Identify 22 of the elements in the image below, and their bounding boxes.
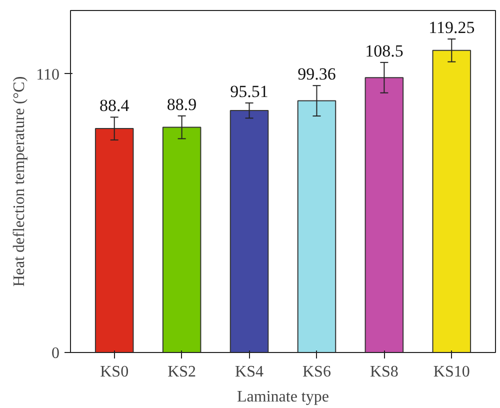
x-tick-label: KS8 bbox=[370, 364, 398, 380]
data-label: 108.5 bbox=[365, 41, 404, 60]
bar bbox=[364, 77, 404, 352]
data-label: 95.51 bbox=[230, 82, 268, 101]
bar bbox=[230, 110, 269, 352]
y-tick-label: 110 bbox=[36, 66, 60, 84]
x-tick-label: KS6 bbox=[302, 364, 331, 380]
x-tick-label: KS10 bbox=[433, 364, 470, 380]
data-label: 88.9 bbox=[166, 94, 197, 114]
bar bbox=[297, 100, 336, 352]
bar bbox=[162, 126, 202, 352]
y-axis-title: Heat deflection temperature (°C) bbox=[11, 76, 28, 287]
bar bbox=[432, 50, 472, 352]
x-tick-label: KS4 bbox=[235, 364, 264, 380]
bar bbox=[94, 128, 134, 352]
x-tick-label: KS0 bbox=[100, 364, 129, 380]
y-tick-label: 0 bbox=[52, 345, 60, 362]
x-axis-title: Laminate type bbox=[237, 388, 329, 406]
data-label: 119.25 bbox=[428, 18, 475, 37]
x-tick-label: KS2 bbox=[168, 364, 196, 380]
data-label: 99.36 bbox=[298, 64, 336, 84]
data-label: 88.4 bbox=[99, 96, 130, 116]
